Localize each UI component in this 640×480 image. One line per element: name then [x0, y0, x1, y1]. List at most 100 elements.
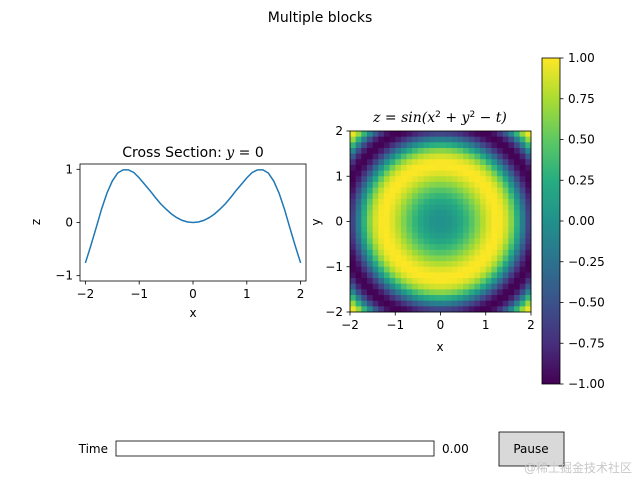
heatmap-cell	[457, 255, 464, 262]
heatmap-cell	[389, 244, 396, 251]
pause-button-face[interactable]	[498, 431, 565, 467]
heatmap-cell	[383, 261, 390, 268]
heatmap-cell	[440, 289, 447, 296]
heatmap-cell	[468, 131, 475, 138]
heatmap-cell	[514, 283, 521, 290]
heatmap-cell	[378, 136, 385, 143]
heatmap-cell	[389, 272, 396, 279]
heatmap-cell	[502, 176, 509, 183]
heatmap-cell	[366, 295, 374, 302]
heatmap-cell	[372, 136, 379, 143]
pause-button[interactable]: Pause	[498, 431, 565, 467]
heatmap-cell	[451, 176, 458, 183]
heatmap-cell	[383, 131, 390, 138]
heatmap-cell	[429, 244, 436, 251]
heatmap-cell	[361, 204, 368, 211]
heatmap-cell	[474, 255, 481, 262]
heatmap-cell	[355, 289, 362, 296]
heatmap-cell	[463, 295, 470, 302]
heatmap-title-suffix: − t)	[475, 110, 507, 126]
heatmap-cell	[468, 210, 475, 217]
heatmap-cell	[395, 147, 402, 155]
heatmap-cell	[519, 238, 526, 245]
heatmap-cell	[463, 232, 470, 239]
heatmap-cell	[491, 153, 498, 160]
cross-section-xtick-label: 0	[189, 287, 197, 301]
heatmap-cell	[406, 227, 413, 234]
heatmap-cell	[400, 170, 407, 177]
heatmap-cell	[429, 295, 436, 302]
heatmap-cell	[378, 198, 385, 205]
heatmap-cell	[451, 164, 458, 171]
heatmap-cell	[468, 164, 475, 171]
heatmap-cell	[434, 272, 441, 279]
heatmap-cell	[497, 266, 504, 273]
heatmap-cell	[514, 170, 521, 177]
heatmap-cell	[497, 306, 504, 313]
heatmap-cell	[417, 300, 424, 307]
heatmap-cell	[350, 283, 357, 290]
heatmap-cell	[440, 215, 447, 222]
heatmap-cell	[412, 176, 419, 183]
heatmap-cell	[525, 289, 532, 296]
heatmap-cell	[502, 244, 509, 251]
heatmap-cell	[400, 295, 407, 302]
heatmap-cell	[395, 300, 402, 307]
heatmap-cell	[350, 272, 357, 279]
heatmap-cell	[480, 204, 487, 211]
heatmap-cell	[468, 300, 475, 307]
heatmap-cell	[491, 221, 498, 228]
heatmap-cell	[514, 249, 521, 256]
heatmap-cell	[366, 136, 374, 143]
heatmap-cell	[485, 227, 492, 234]
heatmap-cell	[429, 153, 436, 160]
heatmap-cell	[451, 131, 458, 138]
heatmap-cell	[525, 227, 532, 234]
heatmap-cell	[474, 261, 481, 268]
heatmap-cell	[480, 283, 487, 290]
heatmap-cell	[361, 142, 368, 149]
heatmap-cell	[417, 193, 424, 200]
heatmap-cell	[417, 187, 424, 194]
heatmap-cell	[497, 147, 504, 155]
heatmap-cell	[378, 164, 385, 171]
heatmap-cell	[491, 227, 498, 234]
heatmap-cell	[389, 153, 396, 160]
heatmap-cell	[429, 255, 436, 262]
heatmap-cell	[423, 283, 430, 290]
heatmap-cell	[463, 289, 470, 296]
heatmap-cell	[525, 261, 532, 268]
heatmap-cell	[497, 153, 504, 160]
heatmap-cell	[406, 306, 413, 313]
heatmap-cell	[446, 300, 453, 307]
heatmap-cell	[372, 210, 379, 217]
heatmap-cell	[406, 221, 413, 228]
heatmap-cell	[406, 187, 413, 194]
heatmap-cell	[417, 232, 424, 239]
heatmap-xtick-label: 2	[527, 318, 535, 332]
heatmap-cell	[502, 170, 509, 177]
heatmap-cell	[457, 249, 464, 256]
heatmap-cell	[451, 300, 458, 307]
heatmap-cell	[525, 244, 532, 251]
heatmap-cell	[508, 221, 515, 228]
heatmap-cell	[446, 198, 453, 205]
heatmap-cell	[400, 221, 407, 228]
heatmap-cell	[491, 187, 498, 194]
heatmap-cell	[480, 249, 487, 256]
heatmap-cell	[423, 170, 430, 177]
heatmap-cell	[417, 164, 424, 171]
colorbar-tick-label: 0.75	[568, 92, 595, 106]
heatmap-cell	[491, 181, 498, 188]
heatmap-cell	[434, 295, 441, 302]
heatmap-cell	[514, 295, 521, 302]
heatmap-cell	[502, 227, 509, 234]
heatmap-cell	[434, 283, 441, 290]
heatmap-cell	[423, 244, 430, 251]
heatmap-cell	[463, 255, 470, 262]
heatmap-cell	[474, 210, 481, 217]
time-slider[interactable]	[115, 440, 435, 457]
heatmap-cell	[383, 272, 390, 279]
heatmap-cell	[446, 227, 453, 234]
heatmap-cell	[366, 215, 374, 222]
